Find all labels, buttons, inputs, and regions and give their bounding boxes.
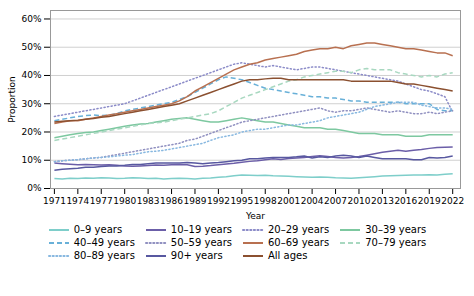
html-text:All ages: All ages (268, 250, 308, 261)
svg-text:Year: Year (245, 211, 265, 221)
svg-text:1977: 1977 (90, 196, 113, 206)
svg-text:2004: 2004 (301, 196, 324, 206)
html-text:70–79 years: 70–79 years (365, 237, 427, 248)
html-text:30–39 years: 30–39 years (365, 224, 427, 235)
svg-text:2013: 2013 (371, 196, 394, 206)
html-text:60–69 years: 60–69 years (268, 237, 330, 248)
html-text:40–49 years: 40–49 years (73, 237, 135, 248)
svg-text:1971: 1971 (43, 196, 66, 206)
svg-text:50%: 50% (21, 42, 41, 52)
svg-text:1974: 1974 (66, 196, 89, 206)
svg-text:2010: 2010 (348, 196, 371, 206)
svg-text:2016: 2016 (394, 196, 417, 206)
html-text:50–59 years: 50–59 years (170, 237, 232, 248)
svg-text:40%: 40% (21, 70, 41, 80)
svg-text:2022: 2022 (441, 196, 464, 206)
svg-text:60%: 60% (21, 14, 41, 24)
svg-text:1998: 1998 (254, 196, 277, 206)
svg-text:2019: 2019 (418, 196, 441, 206)
svg-text:2007: 2007 (324, 196, 347, 206)
svg-text:Proportion: Proportion (7, 76, 17, 122)
svg-text:1995: 1995 (230, 196, 253, 206)
svg-text:1992: 1992 (207, 196, 230, 206)
svg-text:1986: 1986 (160, 196, 183, 206)
svg-text:30%: 30% (21, 99, 41, 109)
svg-text:1989: 1989 (184, 196, 207, 206)
html-text:90+ years: 90+ years (170, 250, 223, 261)
html-text:0–9 years: 0–9 years (73, 224, 123, 235)
svg-text:10%: 10% (21, 155, 41, 165)
svg-text:0%: 0% (27, 183, 42, 193)
svg-text:1980: 1980 (113, 196, 136, 206)
svg-text:1983: 1983 (137, 196, 160, 206)
html-text:10–19 years: 10–19 years (170, 224, 232, 235)
svg-text:2001: 2001 (277, 196, 300, 206)
html-text:80–89 years: 80–89 years (73, 250, 135, 261)
html-text:20–29 years: 20–29 years (268, 224, 330, 235)
svg-text:20%: 20% (21, 127, 41, 137)
